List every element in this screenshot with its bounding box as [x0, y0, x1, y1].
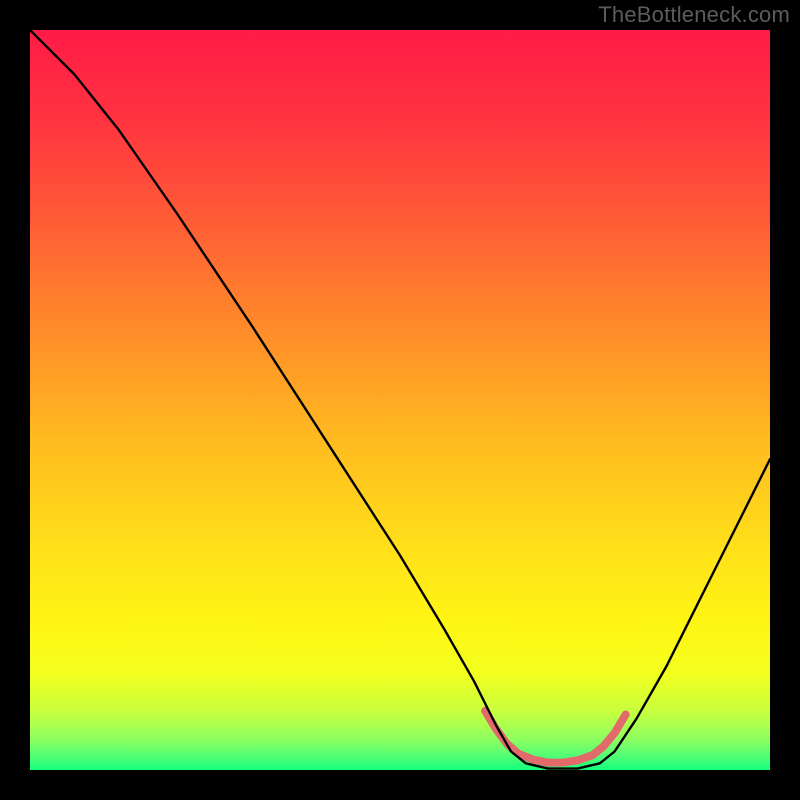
gradient-plot-area — [30, 30, 770, 770]
chart-stage: TheBottleneck.com — [0, 0, 800, 800]
bottleneck-curve-chart — [0, 0, 800, 800]
watermark-text: TheBottleneck.com — [598, 2, 790, 28]
